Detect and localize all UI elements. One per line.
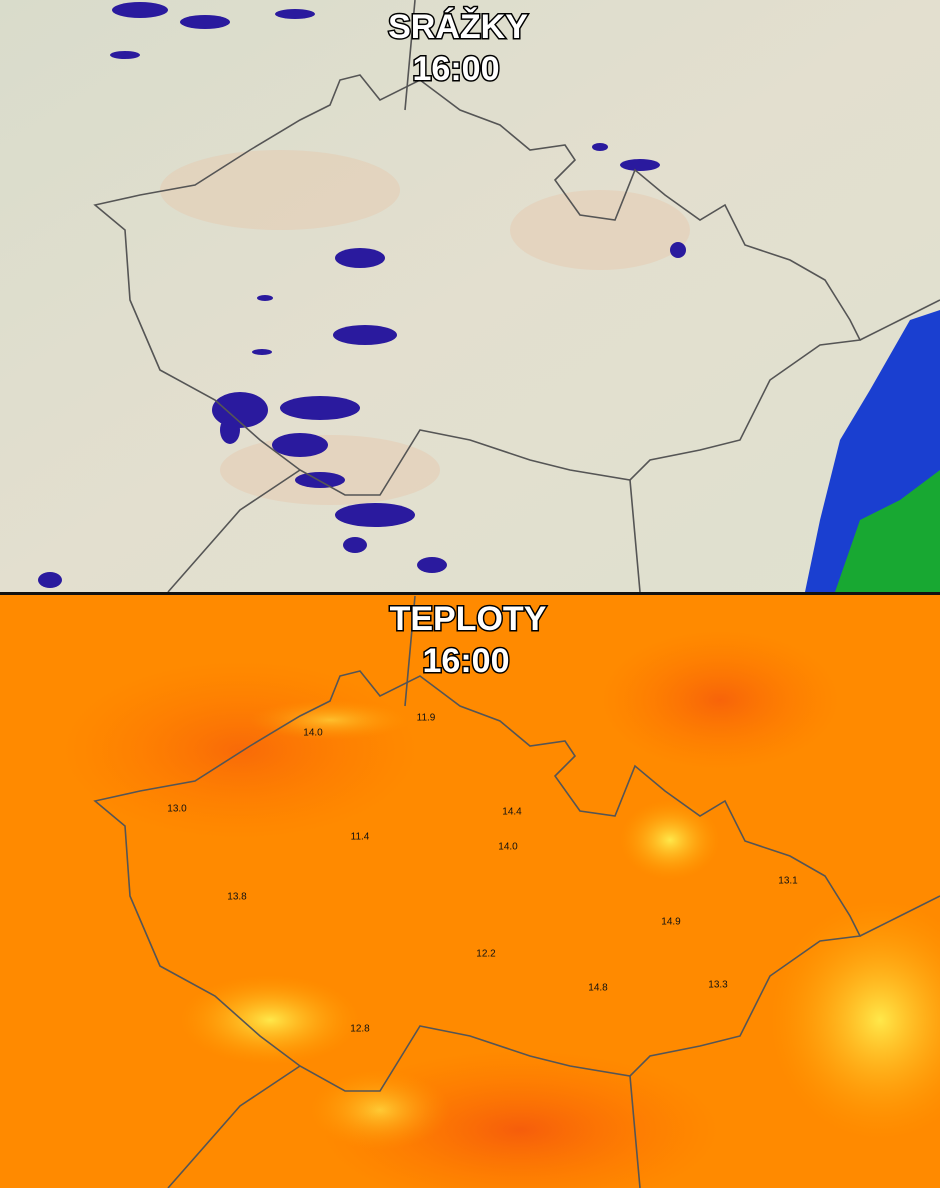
map-background <box>0 0 940 592</box>
relief <box>160 150 400 230</box>
temperature-label: 12.2 <box>476 949 496 960</box>
relief <box>220 435 440 505</box>
temperature-map: TEPLOTY 16:00 14.0 11.9 13.0 14.4 11.4 14.0 13… <box>0 595 940 1188</box>
temperature-label: 14.8 <box>588 983 608 994</box>
cool-zone <box>310 1070 450 1150</box>
temperature-label: 14.0 <box>303 728 323 739</box>
temperature-label: 14.9 <box>661 917 681 928</box>
temperature-label: 13.1 <box>778 876 798 887</box>
temperature-label: 12.8 <box>350 1024 370 1035</box>
cool-zone <box>250 700 410 740</box>
temperature-label: 11.4 <box>351 832 370 843</box>
panel-title: TEPLOTY <box>390 600 547 638</box>
relief <box>510 190 690 270</box>
temperature-labels: 14.0 11.9 13.0 14.4 11.4 14.0 13.8 13.1 14.9 12.2… <box>167 713 798 1035</box>
cool-zone <box>770 900 940 1140</box>
panel-title: SRÁŽKY <box>388 8 528 46</box>
temperature-label: 13.8 <box>227 892 247 903</box>
precipitation-map: SRÁŽKY 16:00 <box>0 0 940 593</box>
heat-zone <box>600 630 840 770</box>
cool-zone <box>180 975 360 1065</box>
cool-zone <box>620 800 720 880</box>
temperature-label: 13.0 <box>167 804 187 815</box>
panel-time: 16:00 <box>413 50 500 88</box>
panel-time: 16:00 <box>423 642 510 680</box>
rain-area <box>835 470 940 592</box>
temperature-label: 14.4 <box>502 807 522 818</box>
temperature-label: 13.3 <box>708 980 728 991</box>
temperature-label: 11.9 <box>417 713 436 724</box>
rain-cells <box>38 2 686 588</box>
divider <box>0 592 940 595</box>
temperature-label: 14.0 <box>498 842 518 853</box>
heat-zone <box>60 660 420 840</box>
